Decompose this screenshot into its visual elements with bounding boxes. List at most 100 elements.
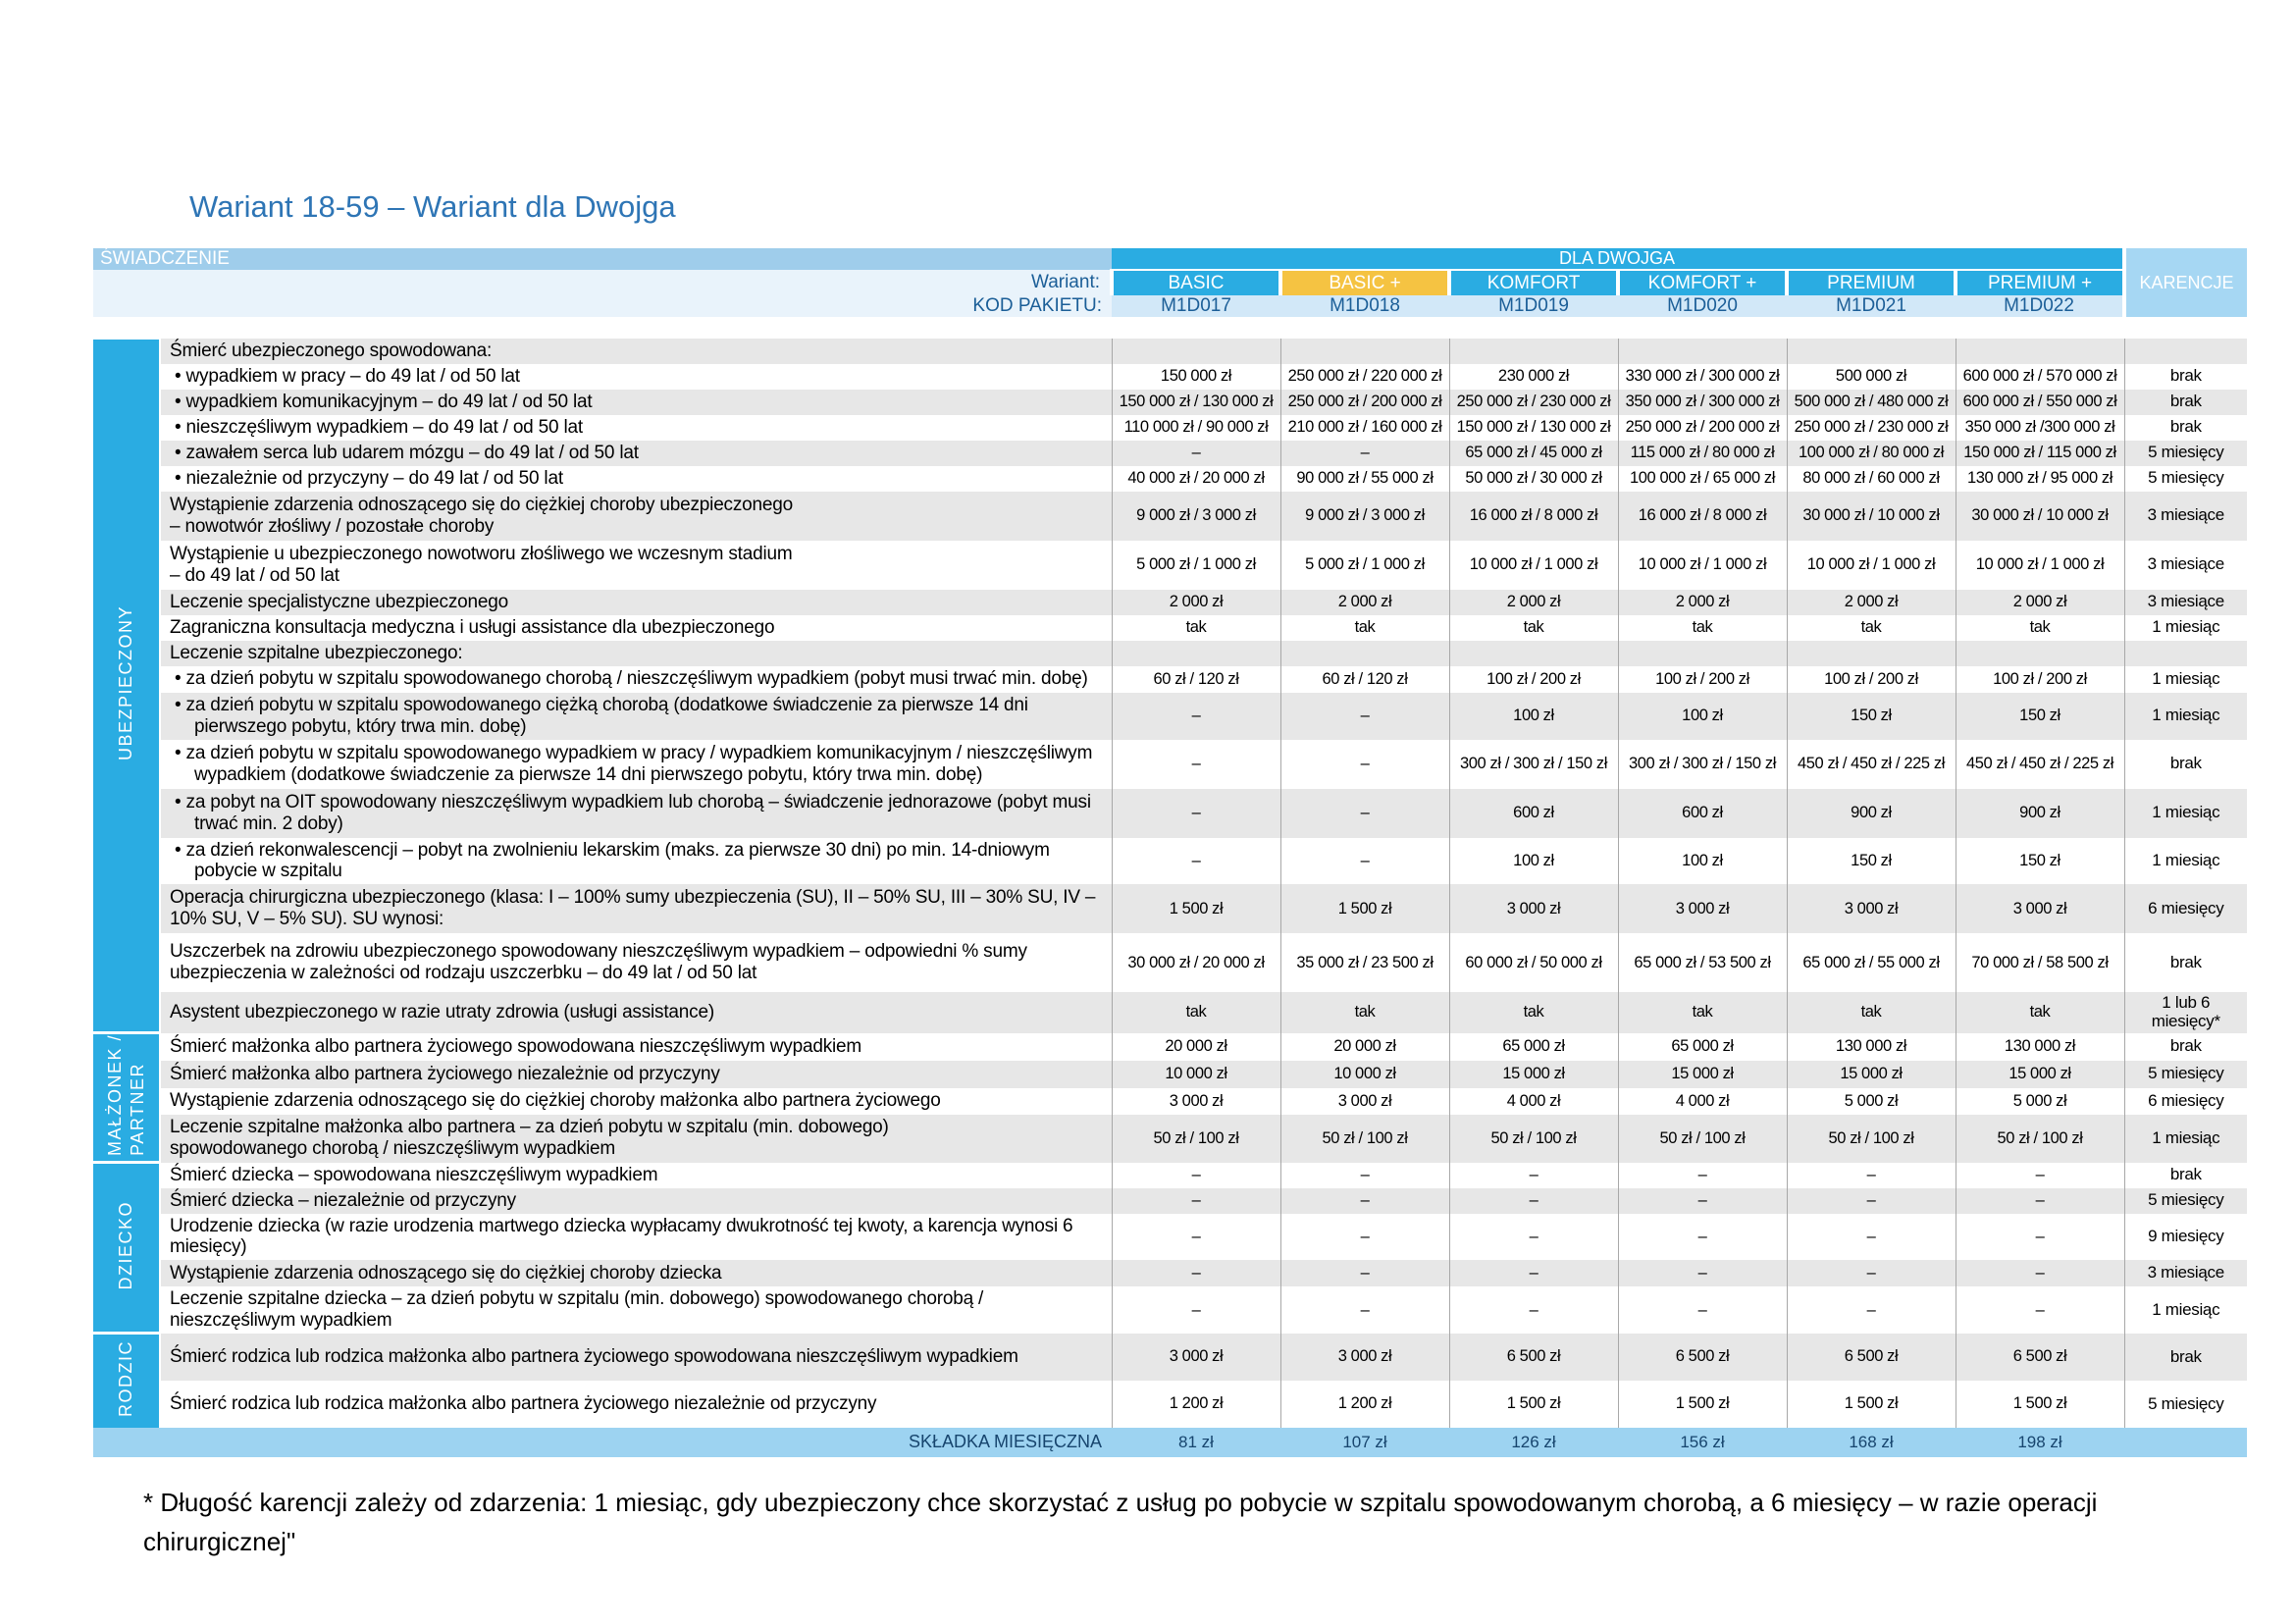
value-cell: –	[1111, 739, 1280, 789]
value-cell: 50 zł / 100 zł	[1111, 1115, 1280, 1163]
premium-value: 168 zł	[1787, 1427, 1956, 1457]
value-cell: –	[1617, 1286, 1787, 1334]
value-cell: 20 000 zł	[1279, 1032, 1449, 1062]
value-cell: 3 000 zł	[1448, 884, 1618, 934]
value-cell: 2 000 zł	[1617, 589, 1787, 615]
value-cell: 130 000 zł	[1786, 1032, 1956, 1062]
value-cell: 250 000 zł / 200 000 zł	[1617, 414, 1787, 441]
table-row: zawałem serca lub udarem mózgu – do 49 l…	[93, 440, 2247, 466]
section-label-malzonek-partner: MAŁŻONEK / PARTNER	[93, 1031, 161, 1163]
value-cell: 150 zł	[1786, 692, 1956, 740]
value-cell: –	[1111, 788, 1280, 838]
value-cell: 130 000 zł / 95 000 zł	[1955, 465, 2124, 492]
value-cell: 10 000 zł / 1 000 zł	[1448, 540, 1618, 590]
value-cell: –	[1786, 1162, 1956, 1188]
package-code: M1D018	[1280, 295, 1450, 317]
benefit-cell: zawałem serca lub udarem mózgu – do 49 l…	[160, 440, 1112, 466]
value-cell: 1 200 zł	[1111, 1380, 1280, 1428]
value-cell: 3 000 zł	[1111, 1087, 1280, 1116]
value-cell: 70 000 zł / 58 500 zł	[1955, 933, 2124, 993]
section-label-dziecko: DZIECKO	[93, 1161, 161, 1334]
value-cell: –	[1111, 1286, 1280, 1334]
table-row: nieszczęśliwym wypadkiem – do 49 lat / o…	[93, 414, 2247, 441]
value-cell: 10 000 zł / 1 000 zł	[1955, 540, 2124, 590]
benefit-cell: Śmierć ubezpieczonego spowodowana:	[160, 338, 1112, 364]
benefit-cell: Leczenie specjalistyczne ubezpieczonego	[160, 589, 1112, 615]
benefit-cell: Śmierć rodzica lub rodzica małżonka albo…	[160, 1333, 1112, 1381]
value-cell: 130 000 zł	[1955, 1032, 2124, 1062]
value-cell: 35 000 zł / 23 500 zł	[1279, 933, 1449, 993]
section-label-text: MAŁŻONEK /	[104, 1034, 125, 1157]
section-label-rodzic: RODZIC	[93, 1332, 161, 1428]
value-cell: 150 000 zł	[1111, 363, 1280, 390]
table-row: za pobyt na OIT spowodowany nieszczęśliw…	[93, 788, 2247, 838]
value-cell: 300 zł / 300 zł / 150 zł	[1617, 739, 1787, 789]
karencja-cell: brak	[2123, 389, 2247, 415]
value-cell: 5 000 zł / 1 000 zł	[1279, 540, 1449, 590]
value-cell: 6 500 zł	[1955, 1333, 2124, 1381]
swiadczenie-header: ŚWIADCZENIE	[93, 248, 1113, 270]
value-cell	[1111, 640, 1280, 666]
karencja-cell: 5 miesięcy	[2123, 1187, 2247, 1214]
value-cell: 5 000 zł	[1955, 1087, 2124, 1116]
value-cell: 3 000 zł	[1111, 1333, 1280, 1381]
value-cell	[1786, 338, 1956, 364]
value-cell: 250 000 zł / 200 000 zł	[1279, 389, 1449, 415]
value-cell: 100 zł	[1448, 837, 1618, 885]
value-cell: 60 zł / 120 zł	[1111, 665, 1280, 693]
karencja-cell: 3 miesiące	[2123, 540, 2247, 590]
value-cell: tak	[1786, 992, 1956, 1033]
table-row: niezależnie od przyczyny – do 49 lat / o…	[93, 465, 2247, 492]
benefit-cell: niezależnie od przyczyny – do 49 lat / o…	[160, 465, 1112, 492]
value-cell: 2 000 zł	[1448, 589, 1618, 615]
section-label-text: PARTNER	[127, 1063, 147, 1157]
table-row: za dzień rekonwalescencji – pobyt na zwo…	[93, 837, 2247, 885]
value-cell: 65 000 zł / 53 500 zł	[1617, 933, 1787, 993]
table-row: za dzień pobytu w szpitalu spowodowanego…	[93, 739, 2247, 789]
value-cell: 60 zł / 120 zł	[1279, 665, 1449, 693]
table-row: Wystąpienie u ubezpieczonego nowotworu z…	[93, 540, 2247, 590]
premium-karencja-cell	[2124, 1427, 2247, 1457]
karencja-cell: 3 miesiące	[2123, 589, 2247, 615]
value-cell: –	[1279, 739, 1449, 789]
value-cell: –	[1617, 1260, 1787, 1287]
value-cell: –	[1111, 692, 1280, 740]
value-cell: 1 500 zł	[1955, 1380, 2124, 1428]
premium-value: 126 zł	[1449, 1427, 1618, 1457]
value-cell: 150 zł	[1955, 837, 2124, 885]
value-cell: tak	[1279, 992, 1449, 1033]
value-cell: 90 000 zł / 55 000 zł	[1279, 465, 1449, 492]
karencja-cell: 9 miesięcy	[2123, 1213, 2247, 1261]
value-cell: –	[1279, 1213, 1449, 1261]
karencja-cell: 3 miesiące	[2123, 1260, 2247, 1287]
value-cell: –	[1111, 440, 1280, 466]
table-row: Wystąpienie zdarzenia odnoszącego się do…	[93, 1087, 2247, 1116]
value-cell: –	[1448, 1162, 1618, 1188]
value-cell	[1955, 338, 2124, 364]
table-header: ŚWIADCZENIE DLA DWOJGA KARENCJE Wariant:…	[93, 248, 2248, 317]
value-cell: 10 000 zł / 1 000 zł	[1786, 540, 1956, 590]
value-cell: –	[1279, 692, 1449, 740]
package-code: M1D017	[1112, 295, 1281, 317]
benefit-cell: Śmierć małżonka albo partnera życiowego …	[160, 1061, 1112, 1088]
value-cell: 10 000 zł / 1 000 zł	[1617, 540, 1787, 590]
premium-value: 107 zł	[1280, 1427, 1449, 1457]
value-cell: 3 000 zł	[1955, 884, 2124, 934]
value-cell: tak	[1448, 614, 1618, 641]
value-cell: –	[1955, 1286, 2124, 1334]
table-row: RODZIC Śmierć rodzica lub rodzica małżonk…	[93, 1332, 2247, 1428]
package-code: M1D022	[1956, 295, 2125, 317]
premium-value: 198 zł	[1956, 1427, 2124, 1457]
table-row: Operacja chirurgiczna ubezpieczonego (kl…	[93, 884, 2247, 934]
table-row: Uszczerbek na zdrowiu ubezpieczonego spo…	[93, 933, 2247, 993]
value-cell: –	[1955, 1213, 2124, 1261]
karencja-cell: 5 miesięcy	[2123, 440, 2247, 466]
value-cell: 250 000 zł / 230 000 zł	[1448, 389, 1618, 415]
karencja-cell: brak	[2123, 933, 2247, 993]
section-label-ubezpieczony: UBEZPIECZONY	[93, 336, 161, 1033]
table-row: Śmierć rodzica lub rodzica małżonka albo…	[93, 1380, 2247, 1428]
value-cell: –	[1786, 1213, 1956, 1261]
value-cell	[1279, 640, 1449, 666]
value-cell: 3 000 zł	[1279, 1087, 1449, 1116]
value-cell: 210 000 zł / 160 000 zł	[1279, 414, 1449, 441]
